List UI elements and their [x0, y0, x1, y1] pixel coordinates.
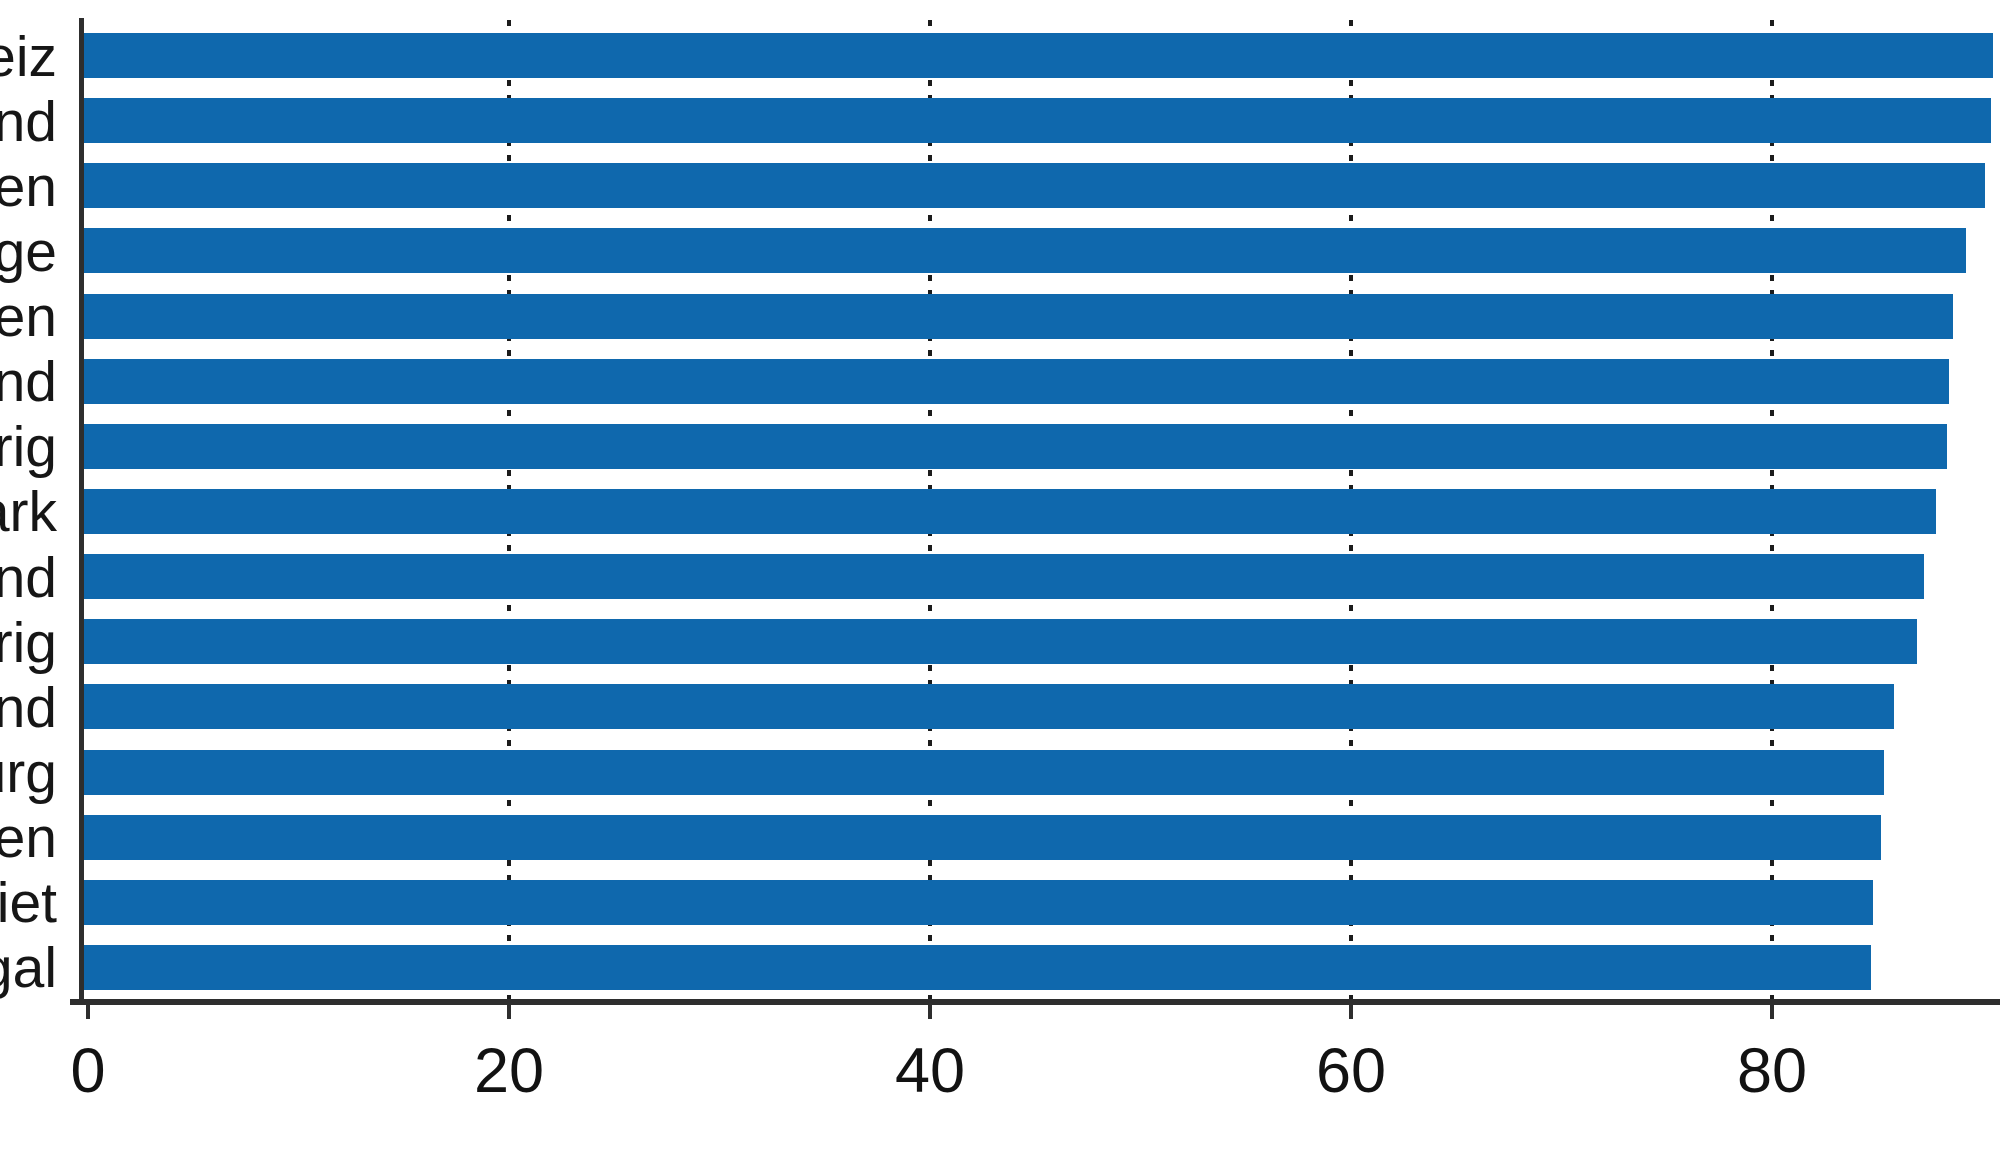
x-axis-line — [70, 999, 2000, 1005]
bar-row-8 — [84, 489, 1936, 534]
bar-row-7 — [84, 424, 1947, 469]
bar-row-13 — [84, 815, 1881, 860]
bar-row-15 — [84, 945, 1871, 990]
x-axis-tick-40 — [928, 1005, 932, 1019]
x-axis-tick-label-20: 20 — [473, 1036, 545, 1106]
y-axis-label-7: rig — [0, 415, 57, 479]
x-axis-tick-0 — [86, 1005, 90, 1019]
x-axis-tick-60 — [1349, 1005, 1353, 1019]
x-axis-tick-label-80: 80 — [1736, 1036, 1808, 1106]
x-axis-tick-label-0: 0 — [70, 1036, 106, 1106]
bar-row-1 — [84, 33, 1993, 78]
bar-row-3 — [84, 163, 1985, 208]
y-axis-label-9: nd — [0, 546, 57, 610]
y-axis-label-6: nd — [0, 350, 57, 414]
y-axis-label-10: rig — [0, 611, 57, 675]
y-axis-label-15: gal — [0, 936, 57, 1000]
y-axis-label-14: iet — [0, 871, 57, 935]
x-axis-tick-20 — [507, 1005, 511, 1019]
y-axis-line — [79, 18, 84, 1005]
y-axis-label-3: en — [0, 155, 57, 219]
bar-row-14 — [84, 880, 1873, 925]
bar-row-5 — [84, 294, 1953, 339]
bar-row-12 — [84, 750, 1884, 795]
y-axis-label-4: ge — [0, 220, 57, 284]
bar-row-6 — [84, 359, 1949, 404]
y-axis-label-12: urg — [0, 741, 57, 805]
bar-row-9 — [84, 554, 1924, 599]
y-axis-label-5: en — [0, 285, 57, 349]
x-axis-tick-80 — [1770, 1005, 1774, 1019]
bar-row-2 — [84, 98, 1991, 143]
x-axis-tick-label-60: 60 — [1315, 1036, 1387, 1106]
y-axis-label-13: en — [0, 806, 57, 870]
bar-row-4 — [84, 228, 1966, 273]
y-axis-label-11: nd — [0, 676, 57, 740]
bar-row-10 — [84, 619, 1917, 664]
y-axis-label-8: ark — [0, 480, 57, 544]
bar-row-11 — [84, 684, 1894, 729]
y-axis-label-1: eiz — [0, 25, 57, 89]
x-axis-tick-label-40: 40 — [894, 1036, 966, 1106]
y-axis-label-2: nd — [0, 90, 57, 154]
